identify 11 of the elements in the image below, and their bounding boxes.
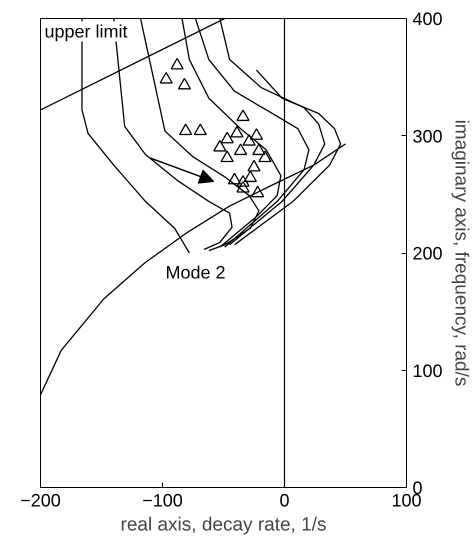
annotation: upper limit xyxy=(44,22,128,42)
x-tick-label: −100 xyxy=(142,490,183,510)
y-tick-label: 400 xyxy=(412,9,443,29)
y-tick-label: 300 xyxy=(412,126,443,146)
y-tick-label: 100 xyxy=(412,360,443,381)
x-tick-label: −200 xyxy=(20,490,61,510)
y-tick-label: 200 xyxy=(412,244,443,264)
x-tick-label: 0 xyxy=(279,490,290,510)
annotation: Mode 2 xyxy=(166,262,226,282)
y-axis-title: imaginary axis, frequency, rad/s xyxy=(450,120,472,386)
x-axis-title: real axis, decay rate, 1/s xyxy=(120,514,326,536)
